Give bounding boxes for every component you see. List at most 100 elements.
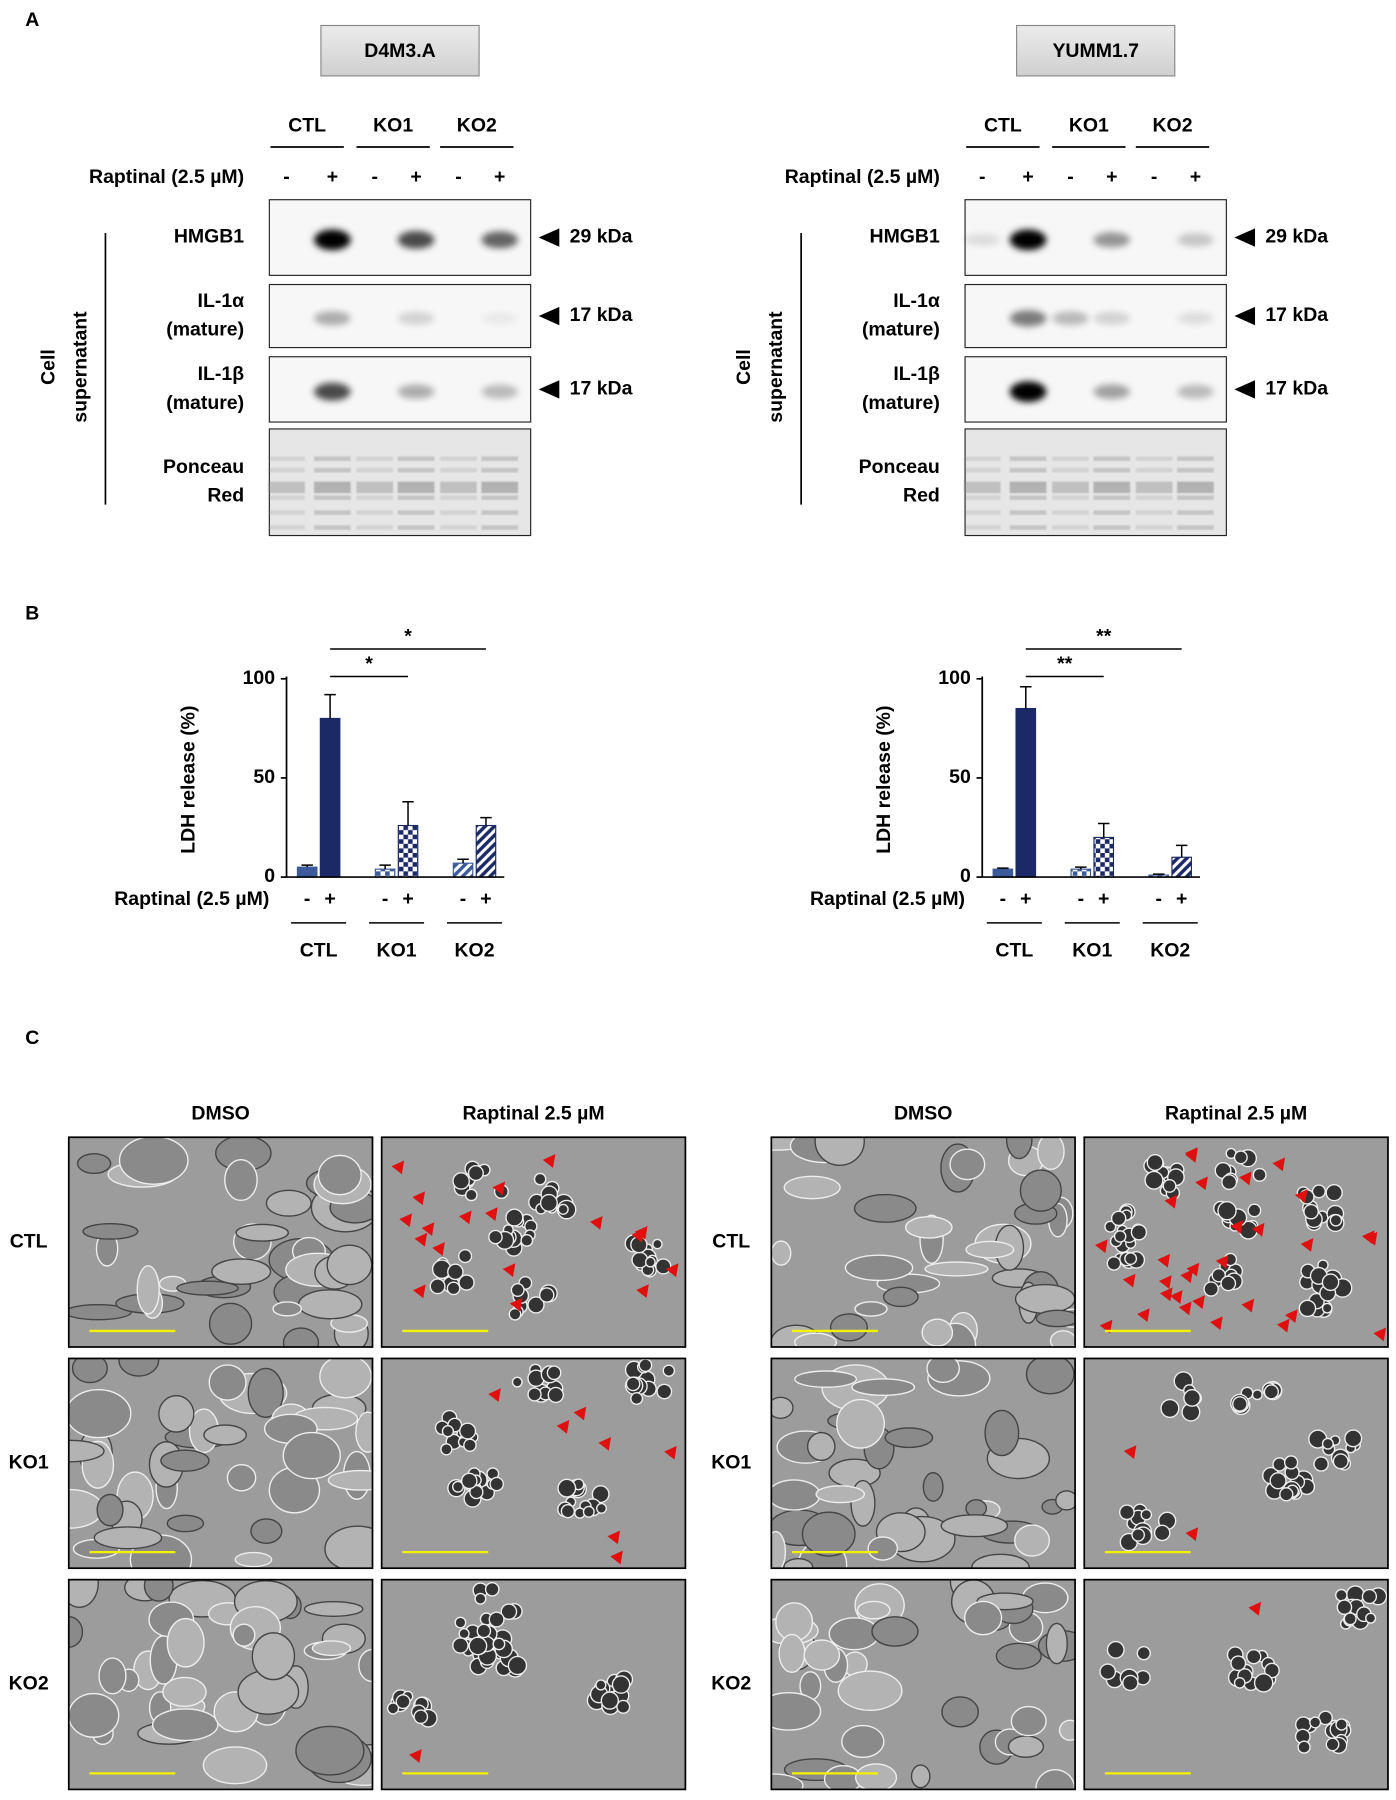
band [1177,312,1214,325]
column-header: Raptinal 2.5 µM [1165,1102,1307,1124]
ponceau-band [1052,495,1089,500]
dead-cell [600,1691,619,1710]
band [1093,311,1131,325]
column-header: DMSO [191,1102,249,1124]
arrowhead [665,1263,679,1278]
band [481,312,519,325]
ponceau-band [314,481,351,494]
error-bar [1098,822,1110,838]
arrowhead [1195,1176,1208,1191]
ponceau-band [268,510,305,515]
y-axis-label: LDH release (%) [873,706,895,854]
bar [1171,856,1192,878]
dead-cell [500,1603,518,1621]
error-bar [324,693,336,719]
error-bar [402,800,414,826]
dead-cell [1272,1457,1287,1472]
dead-cell [458,1627,470,1640]
significance-label: ** [1096,626,1112,648]
bar [452,862,474,878]
treatment-sign: - [1067,166,1073,188]
dead-cell [1122,1674,1139,1692]
treatment-sign: + [1022,166,1033,188]
panel-letter: B [25,603,39,625]
micrograph [1084,1579,1388,1790]
cell [68,1389,132,1439]
arrowhead [590,1215,603,1230]
dead-cell [1221,1174,1238,1191]
ponceau-band [356,525,394,530]
error-bar [1020,685,1032,709]
dead-cell [533,1172,547,1186]
y-axis-label: LDH release (%) [177,706,199,854]
treatment-sign: - [455,166,461,188]
cell [319,1358,372,1399]
dead-cell [546,1365,562,1381]
cell [235,1223,289,1242]
ponceau-band [356,467,394,473]
arrowhead [1373,1327,1387,1342]
ponceau-band [268,525,305,530]
cell [272,1301,303,1317]
cell [1037,1137,1065,1171]
dead-cell [488,1611,505,1628]
cell [176,1280,239,1296]
size-label: 17 kDa [570,304,633,326]
cell [828,1617,880,1651]
dead-cell [454,1616,467,1629]
ponceau-band [1093,510,1131,515]
micrograph-border [380,1136,687,1348]
cell [1055,1490,1076,1511]
blot-row-label: HMGB1 [174,226,244,248]
dead-cell [631,1251,649,1269]
cell [158,1395,195,1433]
blot-row-label: Red [207,485,244,507]
group-label: KO1 [373,114,413,136]
cell [963,1600,1003,1636]
dead-cell [1106,1256,1122,1271]
size-label: 17 kDa [1265,378,1328,400]
side-label: supernatant [765,311,787,423]
dead-cell [591,1485,610,1504]
cell [118,1137,189,1185]
dead-cell [1211,1268,1226,1283]
cell [771,1240,792,1266]
dead-cell [1217,1200,1237,1221]
cell [867,1536,899,1561]
blot-row-label: (mature) [166,392,244,414]
ponceau-band [1009,481,1047,494]
cell [166,1617,205,1668]
ponceau-band [314,456,351,462]
x-tick-label: - [1078,888,1084,910]
row-label: CTL [10,1230,48,1252]
treatment-sign: + [327,166,338,188]
bar [296,866,318,878]
dead-cell [488,1229,503,1245]
bar [319,717,341,878]
dead-cell [1144,1170,1164,1190]
ponceau-band [356,456,394,462]
dead-cell [1104,1220,1117,1233]
ponceau-band [481,481,519,494]
ponceau-band [1009,456,1047,462]
ponceau-band [314,467,351,473]
treatment-sign: + [1106,166,1117,188]
cell [844,1254,914,1282]
dead-cell [1113,1230,1127,1243]
arrowhead [421,1222,435,1237]
error-bar [1153,873,1165,876]
dead-cell [446,1281,461,1296]
dead-cell [1153,1524,1171,1542]
ponceau-band [314,525,351,530]
ponceau-band [1052,525,1089,530]
arrowhead [432,1242,445,1256]
treatment-label: Raptinal (2.5 µM) [785,166,940,188]
ponceau-band [397,510,435,515]
dead-cell [1106,1640,1125,1659]
micrograph [771,1358,1076,1569]
cell [162,1676,207,1708]
side-label: supernatant [70,311,92,423]
cell [965,1240,1015,1259]
group-label: KO2 [1152,114,1192,136]
